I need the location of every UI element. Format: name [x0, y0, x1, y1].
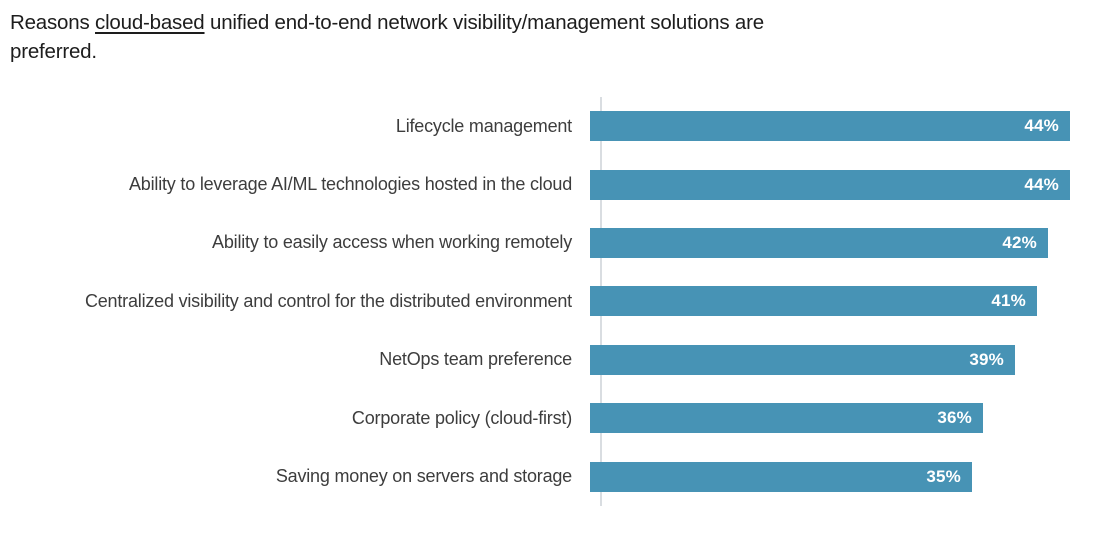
bar-row: Corporate policy (cloud-first) 36% — [0, 389, 1100, 447]
bar: 41% — [590, 286, 1037, 317]
bar: 44% — [590, 111, 1070, 142]
title-underlined-text: cloud-based — [95, 11, 205, 34]
bar-track: 44% — [587, 169, 1100, 200]
bar-row: Saving money on servers and storage 35% — [0, 447, 1100, 505]
bar-row: Lifecycle management 44% — [0, 97, 1100, 155]
bar-value-label: 42% — [1002, 232, 1037, 252]
bar-value-label: 44% — [1024, 116, 1059, 136]
bar-value-label: 39% — [969, 349, 1004, 369]
bar-track: 44% — [587, 111, 1100, 142]
bar-label: Ability to leverage AI/ML technologies h… — [128, 174, 572, 195]
bar-value-label: 41% — [991, 291, 1026, 311]
bar-label: NetOps team preference — [379, 349, 572, 370]
bar-label: Saving money on servers and storage — [275, 466, 572, 487]
bar-value-label: 44% — [1024, 174, 1059, 194]
bar-track: 39% — [587, 344, 1100, 375]
bar-track: 42% — [587, 227, 1100, 258]
title-prefix-text: Reasons — [10, 11, 96, 34]
bar-label: Ability to easily access when working re… — [212, 232, 572, 253]
bar-row: Ability to easily access when working re… — [0, 214, 1100, 272]
bar: 44% — [590, 169, 1070, 200]
bar-value-label: 35% — [926, 466, 961, 486]
bar-track: 41% — [587, 286, 1100, 317]
bar-label: Lifecycle management — [395, 115, 572, 136]
bar-row: NetOps team preference 39% — [0, 331, 1100, 389]
bar: 36% — [590, 403, 983, 434]
bar-row: Ability to leverage AI/ML technologies h… — [0, 155, 1100, 213]
bar: 39% — [590, 344, 1015, 375]
bar-row: Centralized visibility and control for t… — [0, 272, 1100, 330]
bar: 42% — [590, 227, 1048, 258]
bar-rows: Lifecycle management 44% Ability to levera… — [0, 97, 1100, 506]
bar-track: 35% — [587, 461, 1100, 492]
bar: 35% — [590, 461, 972, 492]
bar-label: Corporate policy (cloud-first) — [351, 407, 572, 428]
bar-track: 36% — [587, 403, 1100, 434]
bar-value-label: 36% — [937, 408, 972, 428]
title-suffix-text: unified end-to-end network visibility/ma… — [10, 11, 764, 64]
bar-label: Centralized visibility and control for t… — [84, 290, 572, 311]
page-title: Reasons cloud-based unified end-to-end n… — [10, 8, 768, 66]
